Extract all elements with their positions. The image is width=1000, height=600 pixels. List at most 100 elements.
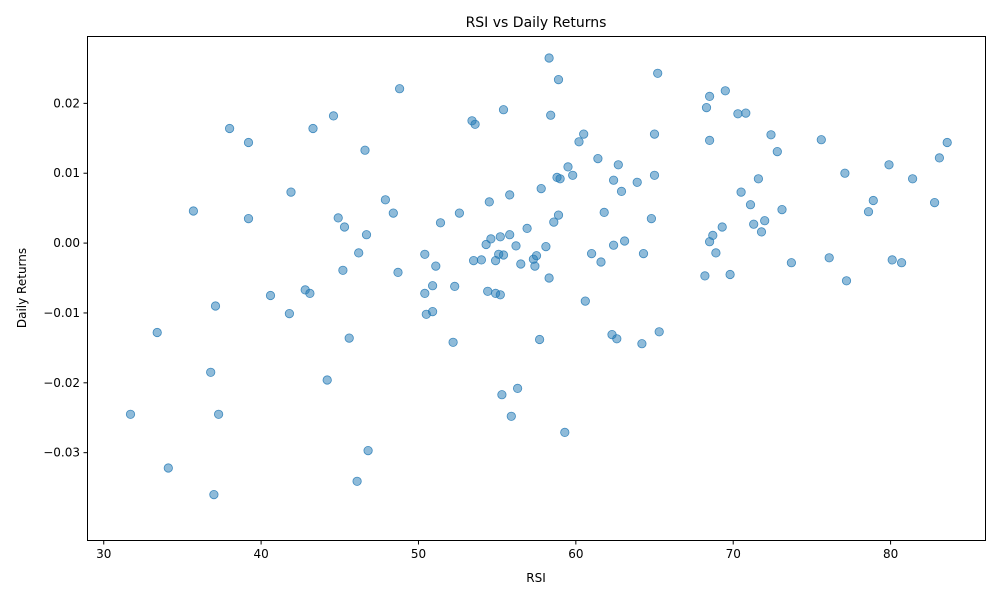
- data-point-61: [511, 241, 521, 251]
- data-point-63: [516, 259, 526, 269]
- chart-title: RSI vs Daily Returns: [466, 15, 607, 31]
- y-axis-label: Daily Returns: [15, 248, 29, 328]
- data-point-72: [544, 273, 554, 283]
- data-point-98: [638, 249, 649, 259]
- data-point-40: [450, 281, 460, 291]
- data-point-29: [388, 208, 398, 218]
- data-point-25: [360, 145, 370, 155]
- x-axis-label: RSI: [526, 571, 546, 585]
- data-point-64: [522, 223, 532, 233]
- data-point-84: [580, 296, 590, 306]
- data-point-28: [380, 195, 390, 205]
- data-point-124: [777, 205, 787, 215]
- data-point-86: [593, 154, 603, 164]
- data-point-59: [506, 411, 516, 421]
- data-point-18: [328, 111, 339, 121]
- y-tick-label-2: −0.01: [43, 306, 80, 320]
- data-point-112: [720, 86, 730, 96]
- y-tick-label-1: −0.02: [43, 376, 80, 390]
- data-point-41: [454, 208, 464, 218]
- data-point-85: [586, 249, 597, 259]
- data-point-128: [840, 168, 850, 178]
- data-point-83: [579, 129, 589, 139]
- data-point-117: [745, 200, 756, 210]
- data-point-13: [286, 187, 296, 197]
- data-point-92: [612, 334, 622, 344]
- data-point-67: [530, 261, 540, 271]
- data-point-93: [613, 160, 623, 170]
- data-point-48: [484, 197, 494, 207]
- data-point-118: [749, 219, 759, 229]
- data-point-19: [333, 213, 343, 223]
- data-point-37: [431, 261, 441, 271]
- data-point-23: [352, 476, 362, 486]
- data-point-10: [243, 214, 254, 224]
- data-point-77: [553, 75, 564, 85]
- data-point-1: [152, 327, 162, 338]
- y-tick-label-0: −0.03: [43, 446, 80, 460]
- data-point-95: [619, 236, 630, 246]
- data-point-122: [766, 130, 776, 140]
- data-point-114: [733, 109, 743, 119]
- points-layer: [125, 53, 952, 500]
- data-point-107: [704, 135, 715, 145]
- data-point-127: [824, 253, 834, 263]
- data-point-30: [393, 267, 403, 277]
- data-point-71: [544, 53, 554, 63]
- x-tick-label-3: 60: [568, 547, 583, 561]
- data-point-113: [725, 269, 735, 280]
- data-point-45: [476, 255, 486, 265]
- data-point-43: [468, 255, 479, 266]
- data-point-36: [427, 281, 438, 291]
- data-point-129: [841, 276, 852, 286]
- data-point-82: [574, 137, 584, 147]
- data-point-88: [599, 207, 609, 217]
- data-point-21: [339, 222, 350, 232]
- data-point-126: [816, 135, 826, 145]
- data-point-38: [435, 218, 446, 228]
- data-point-102: [653, 68, 663, 78]
- data-point-100: [649, 129, 660, 139]
- x-tick-label-4: 70: [726, 547, 741, 561]
- x-tick-label-0: 30: [96, 547, 111, 561]
- data-point-125: [786, 258, 797, 268]
- data-point-17: [322, 375, 332, 385]
- data-point-78: [555, 174, 565, 184]
- data-point-31: [394, 84, 405, 94]
- data-point-120: [756, 227, 767, 237]
- data-point-58: [505, 190, 515, 200]
- data-point-15: [305, 288, 315, 298]
- data-point-62: [512, 383, 523, 393]
- data-point-74: [549, 217, 559, 227]
- data-point-119: [753, 174, 764, 184]
- data-point-70: [541, 242, 551, 252]
- data-point-69: [536, 184, 546, 194]
- plot-frame: [87, 36, 986, 541]
- data-point-11: [265, 290, 276, 301]
- data-point-3: [188, 206, 198, 216]
- data-point-131: [868, 195, 878, 206]
- data-point-24: [354, 248, 364, 258]
- data-point-66: [531, 251, 542, 261]
- data-point-96: [632, 177, 642, 187]
- data-point-90: [608, 240, 619, 250]
- data-point-0: [125, 409, 136, 419]
- data-point-57: [498, 250, 509, 260]
- x-ticks: 30 40 50 60 70 80: [96, 540, 898, 561]
- data-point-35: [427, 306, 438, 317]
- data-point-76: [553, 210, 564, 220]
- data-point-133: [887, 255, 897, 265]
- data-point-54: [495, 232, 505, 242]
- data-point-49: [486, 234, 496, 244]
- data-point-106: [704, 91, 715, 102]
- data-point-132: [884, 160, 894, 170]
- data-point-16: [308, 123, 318, 134]
- data-point-135: [907, 174, 918, 184]
- data-point-137: [934, 153, 945, 163]
- data-point-20: [338, 265, 348, 275]
- data-point-4: [206, 367, 216, 377]
- data-point-109: [708, 230, 718, 240]
- data-point-7: [214, 409, 224, 419]
